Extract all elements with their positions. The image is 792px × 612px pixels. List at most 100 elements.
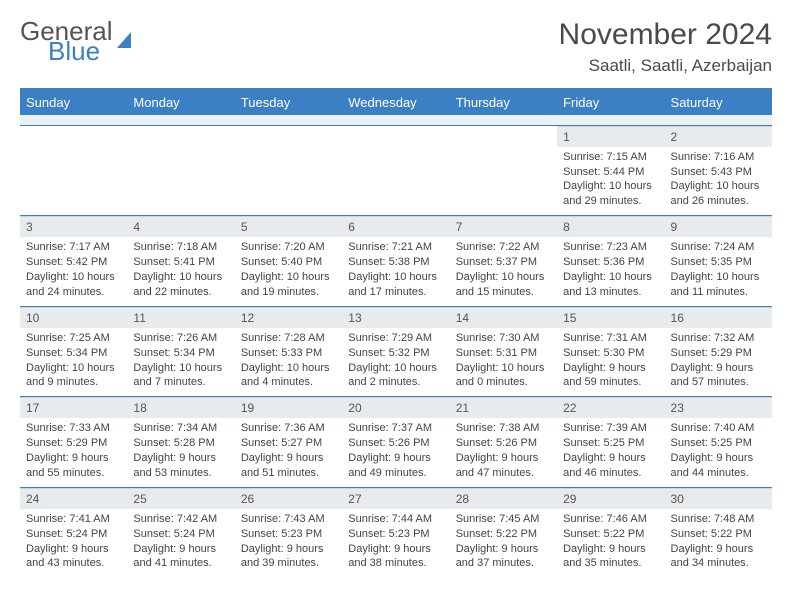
day-header: Wednesday [342, 89, 449, 115]
day-line: Sunrise: 7:25 AM [26, 331, 121, 346]
day-line: Sunset: 5:22 PM [671, 527, 766, 542]
day-line: Sunset: 5:22 PM [456, 527, 551, 542]
day-line: Sunrise: 7:36 AM [241, 421, 336, 436]
day-line: Sunset: 5:26 PM [348, 436, 443, 451]
day-header: Monday [127, 89, 234, 115]
day-line: and 43 minutes. [26, 556, 121, 571]
day-line: Sunset: 5:34 PM [133, 346, 228, 361]
day-line: Daylight: 9 hours [241, 542, 336, 557]
day-line: Sunset: 5:31 PM [456, 346, 551, 361]
day-line: and 7 minutes. [133, 375, 228, 390]
calendar-cell: 14Sunrise: 7:30 AMSunset: 5:31 PMDayligh… [450, 306, 557, 397]
logo-triangle-icon [117, 32, 131, 48]
day-header: Sunday [20, 89, 127, 115]
day-line: and 39 minutes. [241, 556, 336, 571]
day-line: Sunset: 5:33 PM [241, 346, 336, 361]
day-number: 18 [127, 397, 234, 418]
day-line: Sunset: 5:25 PM [671, 436, 766, 451]
calendar-week-row: 10Sunrise: 7:25 AMSunset: 5:34 PMDayligh… [20, 306, 772, 397]
day-number: 25 [127, 488, 234, 509]
calendar-cell: 16Sunrise: 7:32 AMSunset: 5:29 PMDayligh… [665, 306, 772, 397]
day-line: Sunrise: 7:31 AM [563, 331, 658, 346]
calendar-cell: 4Sunrise: 7:18 AMSunset: 5:41 PMDaylight… [127, 216, 234, 307]
day-body: Sunrise: 7:43 AMSunset: 5:23 PMDaylight:… [235, 509, 342, 577]
calendar-cell: 7Sunrise: 7:22 AMSunset: 5:37 PMDaylight… [450, 216, 557, 307]
location-label: Saatli, Saatli, Azerbaijan [559, 56, 772, 76]
month-title: November 2024 [559, 18, 772, 52]
day-line: Sunrise: 7:29 AM [348, 331, 443, 346]
day-line: Sunrise: 7:22 AM [456, 240, 551, 255]
day-line: and 11 minutes. [671, 285, 766, 300]
day-line: Daylight: 9 hours [133, 451, 228, 466]
calendar-cell: 1Sunrise: 7:15 AMSunset: 5:44 PMDaylight… [557, 125, 664, 216]
day-line: and 17 minutes. [348, 285, 443, 300]
day-body: Sunrise: 7:36 AMSunset: 5:27 PMDaylight:… [235, 418, 342, 486]
day-line: Daylight: 10 hours [133, 270, 228, 285]
day-line: Sunrise: 7:45 AM [456, 512, 551, 527]
day-number: 11 [127, 307, 234, 328]
day-line: and 51 minutes. [241, 466, 336, 481]
calendar-cell: 24Sunrise: 7:41 AMSunset: 5:24 PMDayligh… [20, 487, 127, 577]
calendar-cell: 21Sunrise: 7:38 AMSunset: 5:26 PMDayligh… [450, 397, 557, 488]
day-line: Daylight: 9 hours [456, 451, 551, 466]
day-line: and 44 minutes. [671, 466, 766, 481]
day-line: Sunrise: 7:41 AM [26, 512, 121, 527]
calendar-cell: 23Sunrise: 7:40 AMSunset: 5:25 PMDayligh… [665, 397, 772, 488]
day-line: Sunset: 5:38 PM [348, 255, 443, 270]
day-line: Daylight: 9 hours [133, 542, 228, 557]
day-body: Sunrise: 7:31 AMSunset: 5:30 PMDaylight:… [557, 328, 664, 396]
day-body: Sunrise: 7:18 AMSunset: 5:41 PMDaylight:… [127, 237, 234, 305]
day-body: Sunrise: 7:40 AMSunset: 5:25 PMDaylight:… [665, 418, 772, 486]
day-number: 2 [665, 126, 772, 147]
day-line: and 35 minutes. [563, 556, 658, 571]
day-line: and 2 minutes. [348, 375, 443, 390]
day-line: Daylight: 10 hours [456, 361, 551, 376]
calendar-week-row: 1Sunrise: 7:15 AMSunset: 5:44 PMDaylight… [20, 125, 772, 216]
day-line: Daylight: 10 hours [563, 179, 658, 194]
day-line: Sunrise: 7:23 AM [563, 240, 658, 255]
day-line: Daylight: 10 hours [563, 270, 658, 285]
day-line: Daylight: 10 hours [671, 270, 766, 285]
day-number: 5 [235, 216, 342, 237]
day-header: Saturday [665, 89, 772, 115]
day-line: Sunrise: 7:43 AM [241, 512, 336, 527]
calendar-cell [20, 125, 127, 216]
calendar-cell: 30Sunrise: 7:48 AMSunset: 5:22 PMDayligh… [665, 487, 772, 577]
day-line: and 49 minutes. [348, 466, 443, 481]
day-line: Sunset: 5:32 PM [348, 346, 443, 361]
header: General Blue November 2024 Saatli, Saatl… [20, 18, 772, 76]
day-line: Daylight: 10 hours [671, 179, 766, 194]
day-number: 4 [127, 216, 234, 237]
day-line: and 9 minutes. [26, 375, 121, 390]
day-line: Sunset: 5:40 PM [241, 255, 336, 270]
day-line: Daylight: 9 hours [348, 451, 443, 466]
day-line: Sunset: 5:34 PM [26, 346, 121, 361]
day-line: Sunset: 5:43 PM [671, 165, 766, 180]
day-body: Sunrise: 7:39 AMSunset: 5:25 PMDaylight:… [557, 418, 664, 486]
day-body: Sunrise: 7:38 AMSunset: 5:26 PMDaylight:… [450, 418, 557, 486]
day-line: Sunrise: 7:18 AM [133, 240, 228, 255]
day-line: Daylight: 9 hours [26, 542, 121, 557]
day-line: Daylight: 10 hours [241, 270, 336, 285]
day-line: Daylight: 9 hours [26, 451, 121, 466]
title-block: November 2024 Saatli, Saatli, Azerbaijan [559, 18, 772, 76]
calendar-cell: 22Sunrise: 7:39 AMSunset: 5:25 PMDayligh… [557, 397, 664, 488]
day-line: Sunset: 5:37 PM [456, 255, 551, 270]
day-line: and 0 minutes. [456, 375, 551, 390]
day-line: Sunrise: 7:42 AM [133, 512, 228, 527]
day-line: Sunset: 5:28 PM [133, 436, 228, 451]
day-body: Sunrise: 7:22 AMSunset: 5:37 PMDaylight:… [450, 237, 557, 305]
calendar-cell: 26Sunrise: 7:43 AMSunset: 5:23 PMDayligh… [235, 487, 342, 577]
calendar-cell: 12Sunrise: 7:28 AMSunset: 5:33 PMDayligh… [235, 306, 342, 397]
day-line: Sunrise: 7:16 AM [671, 150, 766, 165]
day-number: 6 [342, 216, 449, 237]
day-line: Sunrise: 7:15 AM [563, 150, 658, 165]
calendar-cell: 9Sunrise: 7:24 AMSunset: 5:35 PMDaylight… [665, 216, 772, 307]
day-number: 3 [20, 216, 127, 237]
day-body: Sunrise: 7:45 AMSunset: 5:22 PMDaylight:… [450, 509, 557, 577]
day-line: Sunset: 5:23 PM [241, 527, 336, 542]
day-line: Sunrise: 7:30 AM [456, 331, 551, 346]
day-line: Sunrise: 7:24 AM [671, 240, 766, 255]
day-number: 17 [20, 397, 127, 418]
day-number: 26 [235, 488, 342, 509]
